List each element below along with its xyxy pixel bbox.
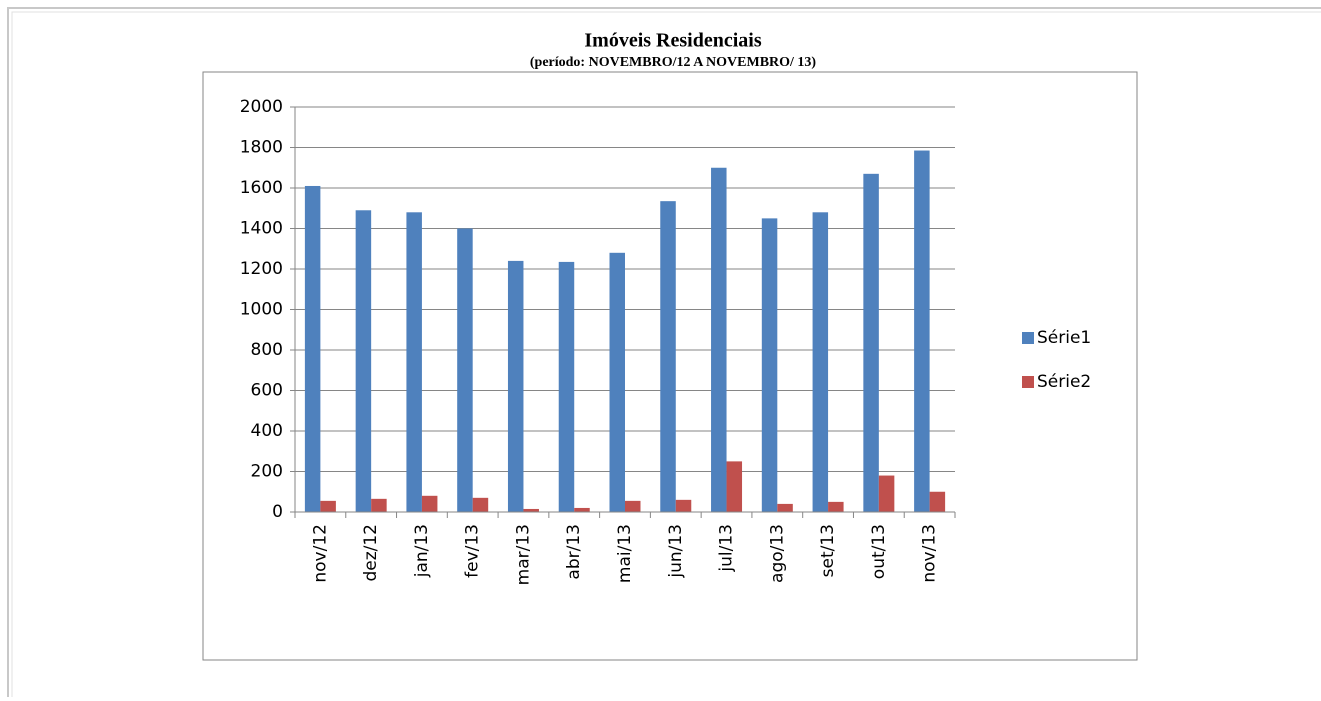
- bar: [304, 185, 321, 512]
- x-tick-label: out/13: [869, 524, 889, 579]
- y-tick-label: 200: [251, 462, 283, 482]
- bar: [625, 500, 641, 512]
- x-tick-label: jun/13: [666, 524, 686, 579]
- bar: [609, 252, 625, 513]
- x-tick-label: mar/13: [513, 524, 533, 585]
- x-tick-label: ago/13: [767, 524, 787, 583]
- x-tick-label: nov/12: [310, 524, 330, 583]
- legend-label: Série2: [1037, 372, 1091, 392]
- bar: [878, 475, 895, 512]
- y-tick-label: 600: [251, 381, 283, 401]
- legend-label: Série1: [1037, 328, 1091, 348]
- y-tick-label: 0: [272, 502, 283, 522]
- bar: [726, 461, 743, 512]
- x-tick-label: mai/13: [615, 524, 635, 583]
- bar: [777, 503, 793, 512]
- bar: [929, 491, 946, 512]
- y-tick-label: 2000: [240, 97, 283, 117]
- bar: [812, 212, 829, 513]
- bar: [472, 497, 489, 512]
- bar: [863, 173, 879, 512]
- x-tick-label: set/13: [818, 524, 838, 577]
- bar: [761, 218, 778, 512]
- y-tick-label: 1200: [240, 259, 283, 279]
- bar: [828, 501, 844, 512]
- x-tick-label: jan/13: [412, 524, 432, 578]
- page-frame-inner: [11, 11, 1321, 697]
- bar: [558, 261, 575, 512]
- y-tick-label: 400: [251, 421, 283, 441]
- legend-swatch: [1022, 332, 1034, 344]
- bar: [320, 500, 336, 512]
- y-tick-label: 1800: [240, 138, 283, 158]
- bar: [574, 507, 590, 512]
- x-tick-label: fev/13: [463, 524, 483, 578]
- bar: [421, 495, 438, 512]
- bar: [711, 167, 727, 512]
- x-tick-label: jul/13: [717, 524, 737, 573]
- bar: [406, 212, 422, 513]
- y-tick-label: 1600: [240, 178, 283, 198]
- chart-title: Imóveis Residenciais: [584, 30, 761, 52]
- x-tick-label: dez/12: [361, 524, 381, 582]
- x-tick-label: abr/13: [564, 524, 584, 580]
- bar: [914, 150, 930, 512]
- bar: [457, 228, 473, 512]
- y-tick-label: 800: [251, 340, 283, 360]
- bar: [507, 260, 524, 512]
- bar: [675, 499, 692, 512]
- chart-subtitle: (período: NOVEMBRO/12 A NOVEMBRO/ 13): [530, 55, 817, 70]
- bar: [523, 508, 539, 512]
- bar: [371, 498, 387, 512]
- y-tick-label: 1000: [240, 300, 283, 320]
- legend-swatch: [1022, 376, 1034, 388]
- bar: [355, 210, 372, 512]
- page-frame: [7, 7, 1321, 697]
- y-tick-label: 1400: [240, 219, 283, 239]
- x-tick-label: nov/13: [920, 524, 940, 583]
- bar: [660, 201, 676, 512]
